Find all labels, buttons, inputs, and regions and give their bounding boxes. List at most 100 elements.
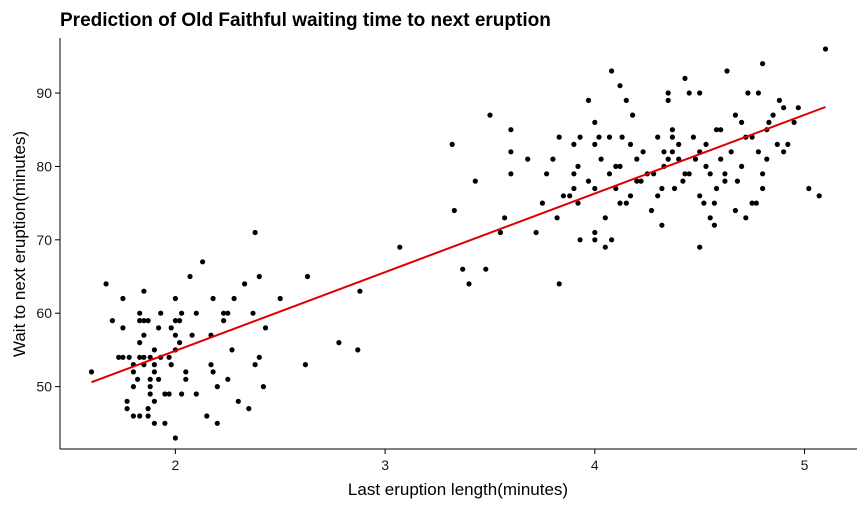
data-point bbox=[711, 222, 718, 228]
data-point bbox=[749, 200, 755, 206]
y-tick-label: 70 bbox=[36, 232, 52, 248]
data-point bbox=[606, 134, 613, 140]
data-point bbox=[697, 244, 703, 250]
data-point bbox=[109, 318, 115, 324]
data-point bbox=[172, 318, 178, 324]
data-point bbox=[760, 171, 766, 177]
data-point bbox=[602, 215, 608, 221]
data-point bbox=[577, 237, 583, 243]
data-point bbox=[539, 200, 546, 206]
data-point bbox=[571, 171, 577, 177]
data-point bbox=[397, 244, 403, 250]
data-point bbox=[560, 193, 567, 199]
data-point bbox=[225, 310, 231, 316]
data-point bbox=[221, 318, 227, 324]
data-point bbox=[145, 406, 151, 412]
data-point bbox=[655, 193, 661, 199]
data-point bbox=[671, 185, 678, 192]
data-point bbox=[126, 354, 132, 360]
data-point bbox=[508, 171, 514, 177]
data-point bbox=[598, 156, 604, 162]
data-point bbox=[707, 171, 713, 177]
data-point bbox=[103, 281, 109, 287]
data-point bbox=[806, 185, 812, 192]
data-point bbox=[556, 281, 562, 287]
data-point bbox=[776, 97, 783, 103]
data-point bbox=[162, 391, 168, 397]
y-tick-label: 90 bbox=[36, 85, 52, 101]
data-point bbox=[130, 369, 136, 375]
data-point bbox=[225, 376, 231, 382]
data-point bbox=[697, 193, 703, 199]
data-point bbox=[774, 141, 780, 147]
data-point bbox=[120, 295, 126, 302]
data-point bbox=[617, 83, 623, 89]
data-point bbox=[571, 185, 577, 192]
data-point bbox=[177, 318, 183, 324]
data-point bbox=[554, 215, 560, 221]
y-axis-label: Wait to next eruption(minutes) bbox=[10, 131, 29, 357]
data-point bbox=[743, 215, 749, 221]
data-point bbox=[187, 273, 193, 280]
data-point bbox=[135, 376, 141, 382]
data-point bbox=[260, 384, 266, 390]
data-point bbox=[665, 156, 671, 162]
data-point bbox=[145, 318, 151, 324]
data-point bbox=[162, 420, 168, 426]
data-point bbox=[661, 149, 667, 155]
data-point bbox=[617, 163, 623, 169]
data-point bbox=[739, 163, 745, 169]
data-point bbox=[151, 369, 157, 375]
data-point bbox=[151, 398, 157, 404]
data-point bbox=[487, 112, 493, 118]
data-point bbox=[183, 369, 189, 375]
data-point bbox=[623, 200, 629, 206]
data-point bbox=[609, 68, 615, 74]
data-point bbox=[718, 156, 724, 162]
data-point bbox=[701, 200, 707, 206]
data-point bbox=[766, 119, 772, 125]
regression-line bbox=[91, 106, 826, 384]
data-point bbox=[609, 237, 615, 243]
data-point bbox=[640, 149, 646, 155]
data-point bbox=[613, 163, 619, 169]
data-point bbox=[585, 97, 592, 103]
data-point bbox=[151, 347, 157, 353]
data-point bbox=[256, 354, 262, 360]
data-point bbox=[692, 156, 699, 162]
data-point bbox=[179, 310, 185, 316]
data-point bbox=[179, 391, 185, 397]
data-point bbox=[137, 340, 143, 346]
x-axis-label: Last eruption length(minutes) bbox=[348, 480, 568, 499]
data-point bbox=[585, 178, 592, 184]
data-point bbox=[686, 171, 692, 177]
data-point bbox=[655, 134, 661, 140]
data-point bbox=[168, 325, 174, 331]
y-ticks: 50 60 70 80 90 bbox=[36, 85, 60, 395]
y-tick-label: 50 bbox=[36, 379, 52, 395]
data-point bbox=[120, 354, 126, 360]
data-point bbox=[592, 141, 598, 147]
data-point bbox=[242, 281, 248, 287]
data-point bbox=[177, 340, 183, 346]
data-point bbox=[145, 413, 151, 419]
data-point bbox=[120, 325, 126, 331]
data-point bbox=[703, 141, 709, 147]
data-point bbox=[770, 112, 776, 118]
data-point bbox=[785, 141, 791, 147]
data-point bbox=[713, 185, 720, 192]
data-point bbox=[141, 332, 147, 338]
data-point bbox=[147, 376, 153, 382]
chart-title: Prediction of Old Faithful waiting time … bbox=[60, 10, 551, 31]
data-point bbox=[166, 354, 172, 360]
data-point bbox=[204, 413, 210, 419]
data-point bbox=[533, 229, 539, 236]
data-point bbox=[483, 266, 489, 272]
data-point bbox=[304, 273, 311, 280]
data-point bbox=[460, 266, 466, 272]
data-point bbox=[592, 229, 598, 236]
data-point bbox=[764, 156, 770, 162]
data-point bbox=[732, 112, 739, 118]
x-tick-label: 2 bbox=[171, 457, 179, 473]
data-point bbox=[544, 171, 550, 177]
